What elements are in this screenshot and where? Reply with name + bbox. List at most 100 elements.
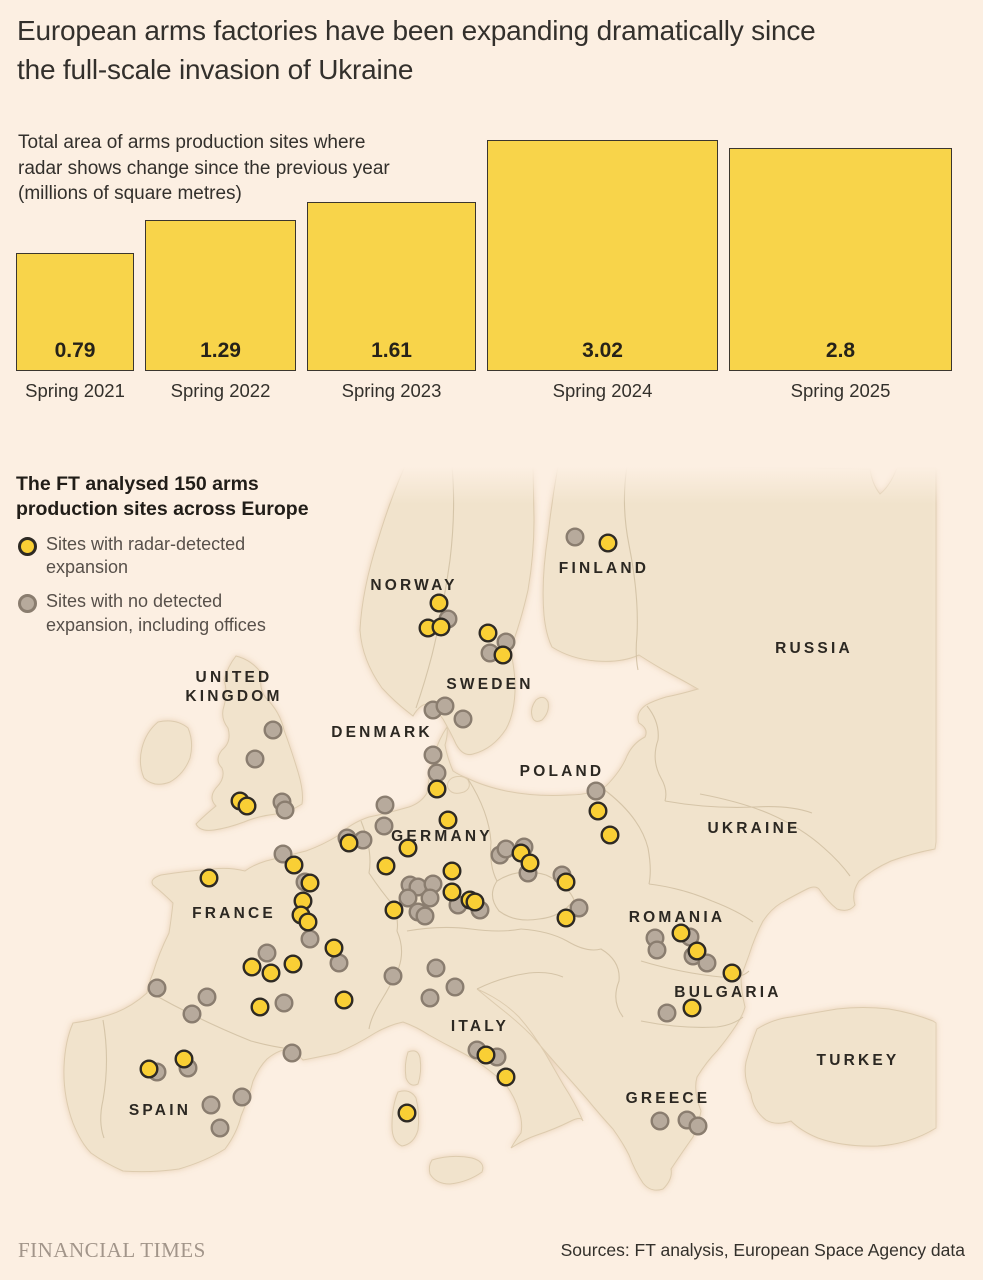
- legend-item-expansion: Sites with radar-detected expansion: [16, 533, 346, 580]
- land-danish-isles: [447, 775, 470, 794]
- bar-category-label: Spring 2024: [552, 380, 653, 401]
- country-label: ROMANIA: [629, 909, 725, 926]
- bar-category-label: Spring 2022: [170, 380, 271, 401]
- site-dot-no-expansion: [275, 800, 295, 820]
- site-dot-expansion: [139, 1059, 159, 1079]
- site-dot-expansion: [298, 912, 318, 932]
- country-label: FRANCE: [192, 905, 276, 922]
- bar-spring-2022: 1.29: [145, 220, 296, 371]
- site-dot-expansion: [496, 1067, 516, 1087]
- site-dot-no-expansion: [245, 749, 265, 769]
- site-dot-no-expansion: [427, 763, 447, 783]
- site-dot-expansion: [300, 873, 320, 893]
- site-dot-expansion: [397, 1103, 417, 1123]
- site-dot-no-expansion: [282, 1043, 302, 1063]
- country-label: SWEDEN: [446, 676, 533, 693]
- country-label: BULGARIA: [674, 984, 781, 1001]
- site-dot-expansion: [438, 810, 458, 830]
- site-dot-no-expansion: [697, 953, 717, 973]
- site-dot-no-expansion: [435, 696, 455, 716]
- site-dot-no-expansion: [688, 1116, 708, 1136]
- bar-value-label: 3.02: [582, 339, 623, 362]
- site-dot-no-expansion: [383, 966, 403, 986]
- site-dot-no-expansion: [300, 929, 320, 949]
- country-labels: NORWAY FINLAND SWEDEN RUSSIA UNITED KINGDOM DE…: [129, 560, 900, 1119]
- source-note: Sources: FT analysis, European Space Age…: [560, 1240, 965, 1260]
- site-dot-no-expansion: [423, 745, 443, 765]
- legend-item-label: Sites with radar-detected expansion: [46, 533, 246, 577]
- site-dot-expansion: [588, 801, 608, 821]
- site-dot-expansion: [384, 900, 404, 920]
- legend-item-no-expansion: Sites with no detected expansion, includ…: [16, 590, 346, 637]
- site-dot-expansion: [687, 941, 707, 961]
- page-title: European arms factories have been expand…: [17, 15, 816, 85]
- site-dot-no-expansion: [569, 898, 589, 918]
- country-label: NORWAY: [370, 577, 457, 594]
- site-dot-no-expansion: [415, 906, 435, 926]
- bar-category-label: Spring 2023: [341, 380, 442, 401]
- expansion-dot-icon: [18, 536, 37, 556]
- site-dot-no-expansion: [650, 1111, 670, 1131]
- country-label: GERMANY: [391, 828, 493, 845]
- site-dot-no-expansion: [274, 993, 294, 1013]
- site-dot-no-expansion: [647, 940, 667, 960]
- site-dot-expansion: [284, 855, 304, 875]
- site-dot-expansion: [520, 853, 540, 873]
- land-corsica: [404, 1050, 422, 1086]
- bar-value-label: 0.79: [54, 339, 96, 362]
- map-legend-title: The FT analysed 150 arms production site…: [16, 473, 309, 520]
- ft-logo: FINANCIAL TIMES: [18, 1238, 206, 1262]
- country-label: DENMARK: [331, 724, 433, 741]
- bar-spring-2021: 0.79: [16, 253, 134, 371]
- site-dots: [139, 527, 742, 1138]
- bar-value-label: 1.29: [200, 339, 241, 362]
- site-dot-no-expansion: [398, 888, 418, 908]
- country-label: UKRAINE: [707, 820, 800, 837]
- site-dot-expansion: [339, 833, 359, 853]
- site-dot-no-expansion: [374, 816, 394, 836]
- site-dot-expansion: [598, 533, 618, 553]
- europe-map-svg: NORWAY FINLAND SWEDEN RUSSIA UNITED KINGDOM DE…: [63, 465, 937, 1191]
- site-dot-expansion: [199, 868, 219, 888]
- country-label: SPAIN: [129, 1102, 191, 1119]
- site-dot-expansion: [671, 923, 691, 943]
- site-dot-no-expansion: [375, 795, 395, 815]
- site-dot-expansion: [442, 861, 462, 881]
- site-dot-expansion: [174, 1049, 194, 1069]
- site-dot-no-expansion: [257, 943, 277, 963]
- site-dot-no-expansion: [182, 1004, 202, 1024]
- country-label: TURKEY: [817, 1052, 900, 1069]
- site-dot-expansion: [250, 997, 270, 1017]
- bar-category-label: Spring 2025: [790, 380, 891, 401]
- site-dot-expansion: [600, 825, 620, 845]
- site-dot-expansion: [722, 963, 742, 983]
- site-dot-expansion: [442, 882, 462, 902]
- site-dot-expansion: [237, 796, 257, 816]
- site-dot-no-expansion: [210, 1118, 230, 1138]
- no-expansion-dot-icon: [18, 594, 37, 614]
- site-dot-no-expansion: [201, 1095, 221, 1115]
- site-dot-no-expansion: [453, 709, 473, 729]
- land-gotland: [531, 696, 549, 722]
- bar-chart: Total area of arms production sites wher…: [16, 130, 968, 410]
- bar-spring-2023: 1.61: [307, 202, 476, 371]
- land-turkey: [744, 1007, 937, 1147]
- site-dot-expansion: [376, 856, 396, 876]
- country-label: GREECE: [626, 1090, 711, 1107]
- site-dot-no-expansion: [263, 720, 283, 740]
- site-dot-no-expansion: [445, 977, 465, 997]
- country-label: UNITED KINGDOM: [185, 669, 282, 705]
- bar-value-label: 1.61: [371, 339, 412, 362]
- site-dot-expansion: [682, 998, 702, 1018]
- land-ireland: [139, 720, 193, 785]
- site-dot-expansion: [476, 1045, 496, 1065]
- site-dot-expansion: [427, 779, 447, 799]
- land-sicily: [428, 1155, 484, 1185]
- country-label: POLAND: [520, 763, 605, 780]
- site-dot-no-expansion: [197, 987, 217, 1007]
- bar-category-label: Spring 2021: [25, 380, 125, 401]
- site-dot-expansion: [398, 838, 418, 858]
- site-dot-no-expansion: [420, 888, 440, 908]
- bar-spring-2025: 2.8: [729, 148, 952, 371]
- map-legend: The FT analysed 150 arms production site…: [16, 472, 346, 637]
